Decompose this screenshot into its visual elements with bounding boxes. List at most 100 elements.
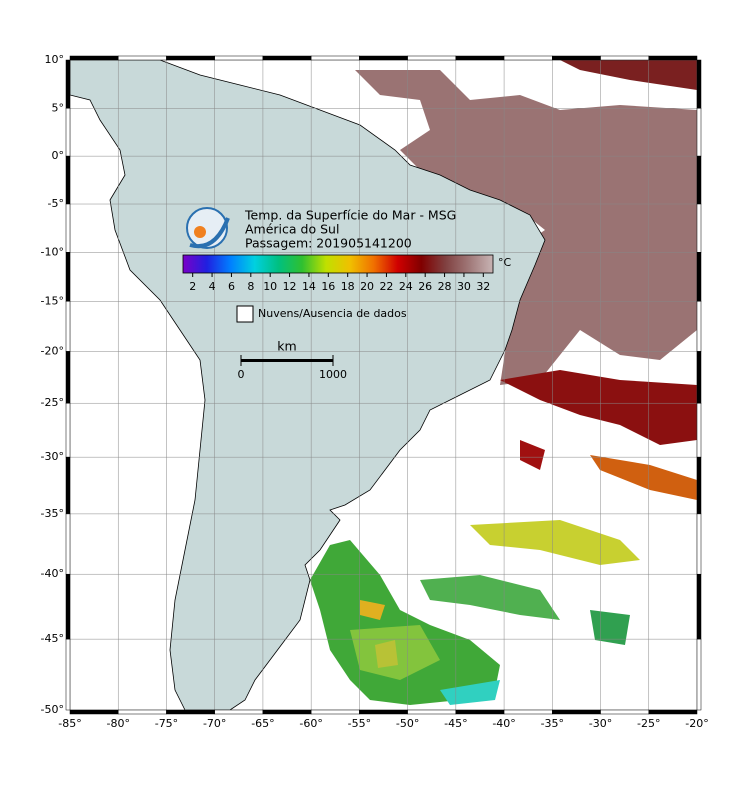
x-tick-label: -65° bbox=[251, 717, 274, 730]
frame-segment bbox=[69, 709, 119, 715]
legend-swatch bbox=[236, 305, 254, 323]
x-tick-label: -25° bbox=[637, 717, 660, 730]
frame-segment bbox=[552, 709, 601, 715]
map-body bbox=[70, 60, 697, 710]
frame-segment bbox=[696, 402, 702, 458]
frame-segment bbox=[166, 55, 215, 61]
frame-segment bbox=[696, 155, 702, 205]
y-tick-label: 5° bbox=[52, 101, 65, 114]
frame-segment bbox=[600, 55, 650, 61]
x-tick-label: -20° bbox=[685, 717, 708, 730]
y-tick-label: -20° bbox=[41, 344, 64, 357]
y-tick-label: 0° bbox=[52, 149, 65, 162]
map-frame bbox=[65, 55, 702, 715]
x-tick-label: -85° bbox=[58, 717, 81, 730]
y-tick-label: -30° bbox=[41, 450, 64, 463]
colorbar-tick-label: 4 bbox=[209, 280, 216, 293]
graticule bbox=[70, 60, 697, 710]
frame-segment bbox=[407, 55, 457, 61]
colorbar-tick-label: 16 bbox=[321, 280, 335, 293]
frame-segment bbox=[359, 55, 408, 61]
frame-segment bbox=[117, 55, 167, 61]
pass-time: Passagem: 201905141200 bbox=[245, 236, 412, 251]
frame-segment bbox=[696, 301, 702, 352]
scale-bar-label: 1000 bbox=[319, 368, 347, 381]
scale-unit: km bbox=[277, 339, 296, 354]
y-tick-label: -35° bbox=[41, 507, 64, 520]
x-tick-label: -45° bbox=[444, 717, 467, 730]
frame-segment bbox=[359, 709, 408, 715]
x-tick-label: -35° bbox=[541, 717, 564, 730]
frame-segment bbox=[65, 108, 71, 157]
logo bbox=[186, 207, 230, 249]
scale-bar-body bbox=[241, 359, 333, 362]
colorbar-tick-label: 6 bbox=[228, 280, 235, 293]
subtitle: América do Sul bbox=[245, 222, 339, 237]
frame-segment bbox=[65, 573, 71, 640]
x-tick-label: -55° bbox=[348, 717, 371, 730]
colorbar-tick-label: 8 bbox=[247, 280, 254, 293]
frame-segment bbox=[455, 709, 505, 715]
frame-segment bbox=[65, 638, 71, 711]
frame-segment bbox=[65, 402, 71, 458]
frame-segment bbox=[310, 55, 360, 61]
frame-segment bbox=[65, 203, 71, 253]
frame-segment bbox=[65, 351, 71, 404]
y-tick-label: -25° bbox=[41, 396, 64, 409]
frame-segment bbox=[696, 456, 702, 515]
x-tick-label: -60° bbox=[299, 717, 322, 730]
colorbar-tick-label: 2 bbox=[189, 280, 196, 293]
colorbar-ticks: 2 4 6 8 10 12 14 16 18 20 22 24 26 28 30 32 bbox=[189, 273, 490, 293]
colorbar-tick-label: 26 bbox=[418, 280, 432, 293]
y-tick-label: -40° bbox=[41, 567, 64, 580]
frame-segment bbox=[696, 513, 702, 575]
title: Temp. da Superfície do Mar - MSG bbox=[244, 208, 456, 223]
frame-segment bbox=[65, 59, 71, 109]
frame-segment bbox=[600, 709, 650, 715]
colorbar-tick-label: 12 bbox=[283, 280, 297, 293]
y-tick-label: -45° bbox=[41, 632, 64, 645]
frame-segment bbox=[503, 55, 553, 61]
y-tick-label: -50° bbox=[41, 703, 64, 716]
y-tick-label: -5° bbox=[48, 197, 64, 210]
colorbar-unit: °C bbox=[498, 256, 512, 269]
colorbar-tick-label: 20 bbox=[360, 280, 374, 293]
frame-segment bbox=[696, 351, 702, 404]
frame-segment bbox=[69, 55, 119, 61]
frame-segment bbox=[696, 59, 702, 109]
frame-segment bbox=[407, 709, 457, 715]
x-tick-label: -50° bbox=[396, 717, 419, 730]
legend-label: Nuvens/Ausencia de dados bbox=[258, 307, 407, 320]
frame-segment bbox=[696, 108, 702, 157]
frame-segment bbox=[214, 709, 264, 715]
frame-segment bbox=[214, 55, 264, 61]
colorbar-tick-label: 22 bbox=[379, 280, 393, 293]
x-tick-label: -80° bbox=[106, 717, 129, 730]
colorbar-tick-label: 32 bbox=[476, 280, 490, 293]
frame-segment bbox=[310, 709, 360, 715]
frame-segment bbox=[503, 709, 553, 715]
frame-segment bbox=[166, 709, 215, 715]
x-tick-label: -40° bbox=[492, 717, 515, 730]
frame-segment bbox=[65, 155, 71, 205]
frame-segment bbox=[455, 55, 505, 61]
colorbar bbox=[182, 254, 494, 274]
x-tick-label: -70° bbox=[203, 717, 226, 730]
colorbar-tick-label: 10 bbox=[263, 280, 277, 293]
frame-segment bbox=[696, 638, 702, 711]
colorbar-tick-label: 28 bbox=[438, 280, 452, 293]
frame-segment bbox=[262, 55, 312, 61]
scale-bar-label: 0 bbox=[238, 368, 245, 381]
x-tick-label: -75° bbox=[155, 717, 178, 730]
frame-segment bbox=[696, 573, 702, 640]
colorbar-tick-label: 24 bbox=[399, 280, 413, 293]
frame-segment bbox=[65, 301, 71, 352]
x-tick-label: -30° bbox=[589, 717, 612, 730]
y-tick-label: -10° bbox=[41, 245, 64, 258]
colorbar-tick-label: 18 bbox=[341, 280, 355, 293]
frame-segment bbox=[648, 709, 698, 715]
frame-segment bbox=[696, 252, 702, 302]
frame-segment bbox=[696, 203, 702, 253]
frame-segment bbox=[552, 55, 601, 61]
